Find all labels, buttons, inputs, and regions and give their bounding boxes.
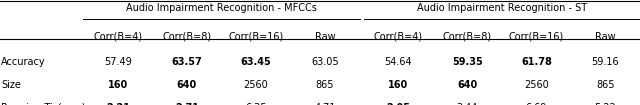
Text: Corr(B=16): Corr(B=16) (228, 32, 284, 41)
Text: 6.35: 6.35 (245, 103, 267, 105)
Text: Accuracy: Accuracy (1, 57, 46, 67)
Text: 63.05: 63.05 (311, 57, 339, 67)
Text: Corr(B=4): Corr(B=4) (374, 32, 422, 41)
Text: Running Time: Running Time (1, 103, 72, 105)
Text: Raw: Raw (595, 32, 616, 41)
Text: Audio Impairment Recognition - MFCCs: Audio Impairment Recognition - MFCCs (126, 3, 317, 13)
Text: 5.22: 5.22 (595, 103, 616, 105)
Text: 640: 640 (457, 80, 477, 90)
Text: 2.21: 2.21 (106, 103, 130, 105)
Text: 54.64: 54.64 (384, 57, 412, 67)
Text: 160: 160 (108, 80, 128, 90)
Text: 63.45: 63.45 (241, 57, 271, 67)
Text: 2560: 2560 (244, 80, 268, 90)
Text: Corr(B=4): Corr(B=4) (93, 32, 142, 41)
Text: 59.35: 59.35 (452, 57, 483, 67)
Text: 865: 865 (596, 80, 614, 90)
Text: 3.44: 3.44 (456, 103, 478, 105)
Text: Audio Impairment Recognition - ST: Audio Impairment Recognition - ST (417, 3, 587, 13)
Text: 160: 160 (388, 80, 408, 90)
Text: Corr(B=8): Corr(B=8) (443, 32, 492, 41)
Text: Size: Size (1, 80, 21, 90)
Text: 57.49: 57.49 (104, 57, 132, 67)
Text: 61.78: 61.78 (521, 57, 552, 67)
Text: 865: 865 (316, 80, 334, 90)
Text: 6.69: 6.69 (525, 103, 547, 105)
Text: Corr(B=16): Corr(B=16) (509, 32, 564, 41)
Text: Raw: Raw (315, 32, 335, 41)
Text: 2.05: 2.05 (386, 103, 410, 105)
Text: 2.71: 2.71 (175, 103, 199, 105)
Text: 2560: 2560 (524, 80, 548, 90)
Text: 4.71: 4.71 (314, 103, 336, 105)
Text: 640: 640 (177, 80, 197, 90)
Text: (secs): (secs) (56, 103, 86, 105)
Text: 63.57: 63.57 (172, 57, 202, 67)
Text: 59.16: 59.16 (591, 57, 620, 67)
Text: Corr(B=8): Corr(B=8) (163, 32, 211, 41)
